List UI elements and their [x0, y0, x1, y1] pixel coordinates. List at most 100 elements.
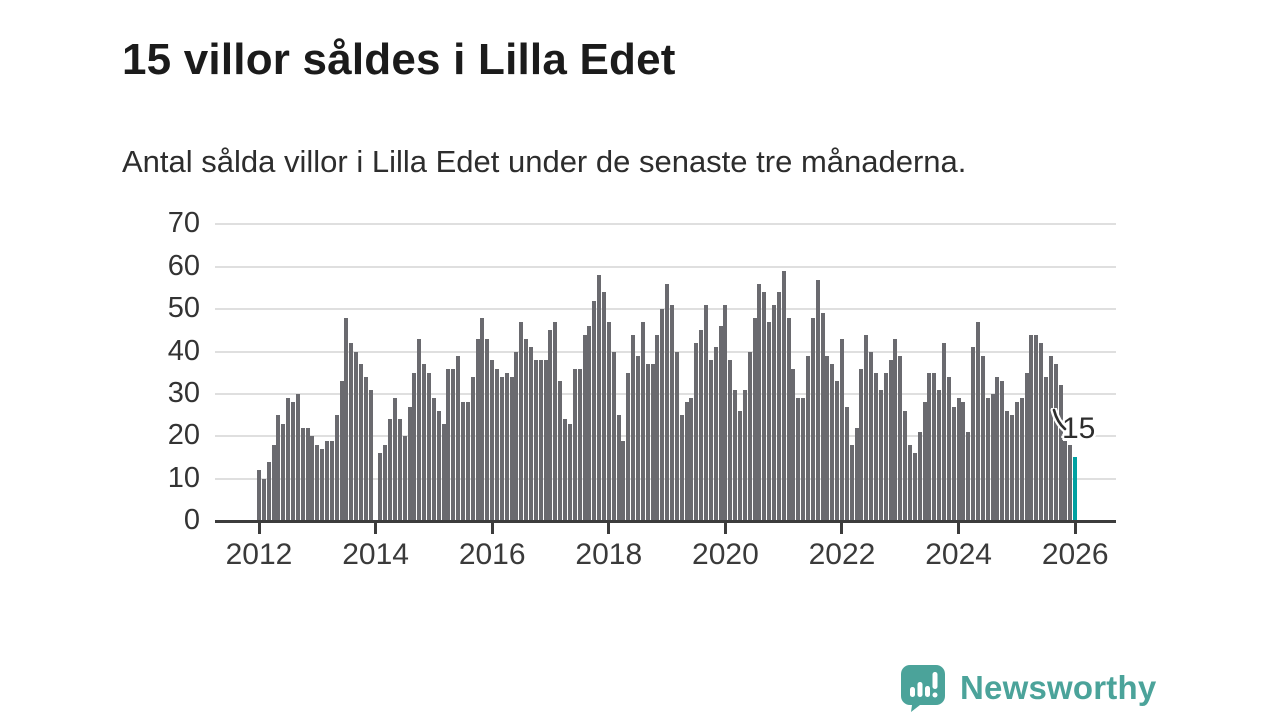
bar	[1014, 402, 1019, 521]
bar	[976, 321, 981, 521]
bar	[1005, 410, 1010, 521]
y-axis-tick-label: 20	[167, 419, 200, 452]
bar	[548, 330, 553, 521]
bar	[359, 364, 364, 521]
bar	[699, 330, 704, 521]
bar	[839, 338, 844, 521]
bar	[679, 415, 684, 521]
bar	[354, 351, 359, 521]
newsworthy-brand-name: Newsworthy	[960, 669, 1157, 706]
newsworthy-logo-icon	[901, 665, 945, 712]
y-axis-tick-label: 10	[167, 461, 200, 494]
bar	[946, 376, 951, 521]
bar	[1068, 444, 1073, 521]
bar	[611, 351, 616, 521]
bar	[436, 410, 441, 521]
bar	[514, 351, 519, 521]
gridline	[215, 265, 1116, 268]
bar	[660, 309, 665, 521]
bar	[728, 360, 733, 521]
bar	[786, 317, 791, 521]
bar	[305, 427, 310, 521]
bar	[1053, 364, 1058, 521]
bar	[898, 355, 903, 521]
bar	[956, 398, 961, 521]
bar	[859, 368, 864, 521]
bar	[995, 376, 1000, 521]
bar	[310, 436, 315, 521]
bar	[495, 368, 500, 521]
bar	[451, 368, 456, 521]
bar	[349, 343, 354, 521]
bar	[553, 321, 558, 521]
bar	[708, 360, 713, 521]
bar	[801, 398, 806, 521]
bar	[878, 389, 883, 521]
bar	[329, 440, 334, 521]
bar	[874, 372, 878, 521]
bar	[888, 360, 893, 521]
bar	[378, 453, 383, 521]
bar	[563, 419, 568, 521]
bar	[470, 376, 475, 521]
bar	[363, 376, 368, 521]
bar	[961, 402, 966, 521]
x-axis-tick	[490, 522, 494, 534]
bar	[582, 334, 587, 521]
bar	[616, 415, 621, 521]
bar	[417, 338, 422, 521]
bar	[407, 406, 412, 521]
bar	[752, 317, 757, 521]
bar	[781, 271, 786, 521]
bar	[932, 372, 937, 521]
x-axis-tick-label: 2016	[458, 538, 526, 571]
highlight-bar-current-value	[1073, 457, 1078, 521]
bar	[475, 338, 480, 521]
gridline	[215, 223, 1116, 226]
y-axis-tick-label: 40	[167, 334, 200, 367]
bar	[650, 364, 655, 521]
bar	[344, 317, 349, 521]
bar	[621, 440, 626, 521]
bar	[937, 389, 942, 521]
bar	[966, 432, 971, 521]
bar	[908, 444, 912, 521]
bar	[529, 347, 534, 521]
x-axis-tick-label: 2018	[575, 538, 643, 571]
y-axis-tick-label: 50	[167, 292, 200, 325]
bar	[1000, 381, 1005, 521]
bar	[835, 381, 840, 521]
bar	[567, 423, 572, 521]
bar	[538, 360, 543, 521]
bar	[397, 419, 402, 521]
bar	[606, 321, 611, 521]
bar	[572, 368, 577, 521]
bar	[771, 304, 776, 521]
bar	[388, 419, 393, 521]
bar	[519, 321, 524, 521]
bar	[1010, 415, 1015, 521]
bar	[810, 317, 815, 521]
bar	[674, 351, 679, 521]
bar	[339, 381, 344, 521]
bar	[922, 402, 927, 521]
x-axis-tick-label: 2024	[925, 538, 992, 571]
x-axis-tick	[607, 522, 611, 534]
bar	[805, 355, 810, 521]
bar	[718, 326, 723, 521]
bar	[883, 372, 888, 521]
bar	[951, 406, 956, 521]
bar	[762, 292, 767, 521]
x-axis-tick-label: 2022	[808, 538, 876, 571]
bar	[315, 444, 320, 521]
bar	[776, 292, 781, 521]
bar	[261, 478, 266, 521]
bar	[980, 355, 985, 521]
bar	[266, 461, 271, 521]
bar	[1034, 334, 1039, 521]
bar	[1024, 372, 1029, 521]
x-axis-tick	[723, 522, 727, 534]
bar	[869, 351, 874, 521]
bar	[422, 364, 427, 521]
